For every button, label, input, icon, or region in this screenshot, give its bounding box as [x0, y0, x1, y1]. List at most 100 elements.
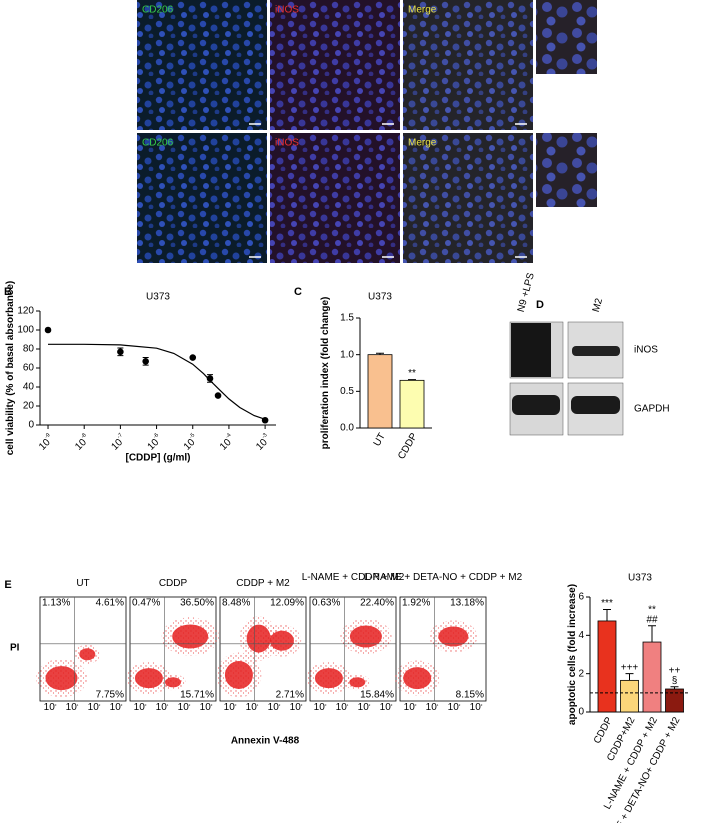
x-tick-label-exp: -6: [153, 433, 161, 441]
quadrant-percent: 12.09%: [270, 598, 304, 609]
y-tick-label: 0: [578, 707, 584, 718]
x-tick-label-exp: -8: [80, 433, 88, 441]
flow-tick-label-base: 10: [404, 702, 416, 713]
y-tick-label: 1.5: [340, 313, 354, 324]
flow-tick-label-exp: 0: [235, 703, 237, 707]
event-core: [438, 626, 469, 647]
flow-tick-label-exp: 3: [301, 703, 303, 707]
y-tick-label: 6: [578, 592, 584, 603]
flow-title: UT: [76, 578, 89, 589]
flow-tick-label: 103: [110, 702, 123, 713]
flow-tick-label-base: 10: [268, 702, 280, 713]
y-axis-label: proliferation index (fold change): [320, 297, 331, 450]
x-tick-label-base: 10: [37, 436, 53, 452]
flow-tick-label-exp: 2: [369, 703, 371, 707]
flow-tick-label-exp: 1: [77, 703, 79, 707]
x-tick-label-base: 10: [109, 436, 125, 452]
flow-tick-label: 102: [268, 702, 281, 713]
flow-tick-label-base: 10: [380, 702, 392, 713]
flow-title: CDDP + M2: [236, 578, 290, 589]
flow-tick-label: 100: [224, 702, 237, 713]
significance-mark: ***: [601, 598, 613, 609]
bar: [399, 379, 425, 429]
error-bar: [603, 608, 611, 621]
flow-tick-label: 103: [290, 702, 303, 713]
chart-title: U373: [368, 292, 392, 303]
bar: [367, 354, 393, 429]
flow-tick-label: 101: [156, 702, 169, 713]
blot-row-label: iNOS: [634, 345, 658, 356]
micrograph: [403, 133, 533, 263]
x-tick-label: 10-8: [72, 433, 92, 453]
x-tick-label-base: 10: [254, 436, 270, 452]
quadrant-percent: 4.61%: [96, 598, 124, 609]
significance-mark: §: [672, 675, 678, 686]
y-axis-label: cell viability (% of basal absorbance): [5, 281, 16, 456]
channel-label: Merge: [408, 5, 437, 16]
flow-tick-label-exp: 2: [189, 703, 191, 707]
x-tick-label-exp: -3: [261, 433, 269, 441]
flow-tick-label-base: 10: [290, 702, 302, 713]
micrograph: [403, 0, 533, 130]
flow-tick-label: 100: [134, 702, 147, 713]
x-tick-label: 10-9: [36, 433, 56, 453]
flow-tick-label-base: 10: [426, 702, 438, 713]
x-tick-label: CDDP: [396, 431, 420, 461]
flow-tick-label-exp: 1: [167, 703, 169, 707]
y-axis-label-text: cell viability (% of basal absorbance): [5, 281, 16, 456]
flow-tick-label-exp: 3: [481, 703, 483, 707]
event-core: [79, 648, 96, 661]
x-tick-label-exp: -4: [225, 433, 233, 441]
micrograph: [270, 0, 400, 130]
channel-label: CD206: [142, 138, 174, 149]
x-tick-label: 10-4: [217, 433, 237, 453]
flow-tick-label-exp: 2: [99, 703, 101, 707]
flow-title: CDDP: [159, 578, 188, 589]
y-tick-label: 4: [578, 630, 584, 641]
y-axis-label-text: apoptotic cells (fold increase): [567, 584, 578, 725]
x-tick-label: 10-6: [145, 433, 165, 453]
flow-title-text: L-NAME + CDDP + M2: [302, 572, 405, 583]
flow-tick-label: 101: [336, 702, 349, 713]
chart-title: U373: [628, 573, 652, 584]
error-bar: [648, 625, 656, 643]
x-tick-label: UT: [372, 431, 388, 448]
flow-tick-label-base: 10: [66, 702, 78, 713]
x-axis-label: [CDDP] (g/ml): [126, 453, 191, 464]
flow-y-label: PI: [10, 643, 20, 654]
y-tick-label: 60: [23, 363, 35, 374]
flow-tick-label: 101: [426, 702, 439, 713]
flow-tick-label-base: 10: [110, 702, 122, 713]
flow-tick-label-exp: 1: [437, 703, 439, 707]
flow-title-text: CDDP: [159, 578, 188, 589]
quadrant-percent: 1.92%: [402, 598, 430, 609]
event-core: [349, 625, 382, 648]
y-tick-label: 100: [17, 325, 34, 336]
data-point: [261, 416, 269, 424]
flow-tick-label-exp: 0: [55, 703, 57, 707]
flow-tick-label-exp: 2: [459, 703, 461, 707]
bar: [620, 679, 639, 713]
event-core: [349, 677, 366, 688]
flow-tick-label: 103: [200, 702, 213, 713]
x-tick-label-base: 10: [73, 436, 89, 452]
micrograph: [270, 133, 400, 263]
event-core: [172, 624, 209, 649]
flow-tick-label: 102: [448, 702, 461, 713]
y-tick-label: 0.0: [340, 423, 354, 434]
flow-tick-label: 100: [44, 702, 57, 713]
flow-tick-label: 101: [66, 702, 79, 713]
panel-label: C: [294, 286, 302, 298]
bar: [597, 620, 617, 713]
flow-title-text: CDDP + M2: [236, 578, 290, 589]
data-point: [44, 326, 52, 334]
data-point: [214, 392, 222, 399]
quadrant-percent: 7.75%: [96, 690, 124, 701]
panel-label: B: [4, 286, 12, 298]
figure-content: ABCDECD206iNOSMergeCD206iNOSMergeU373020…: [4, 0, 688, 823]
quadrant-percent: 1.13%: [42, 598, 70, 609]
quadrant-percent: 22.40%: [360, 598, 394, 609]
x-tick-label: 10-3: [253, 433, 273, 453]
